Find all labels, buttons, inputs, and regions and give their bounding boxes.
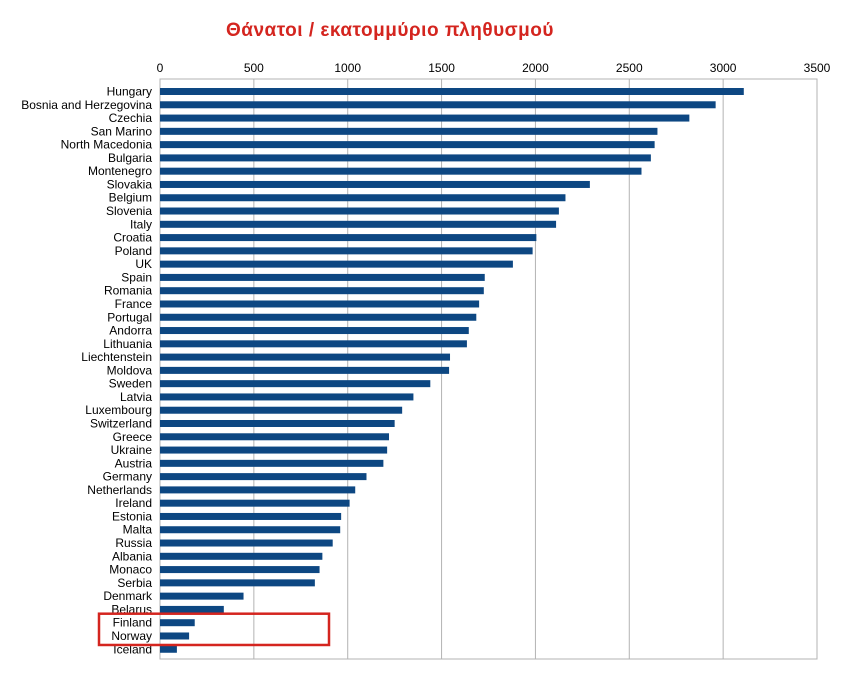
bar [160,127,658,135]
category-label: Czechia [109,111,153,125]
bar [160,180,590,188]
bar [160,300,480,308]
category-label: Bosnia and Herzegovina [21,98,152,112]
category-label: Luxembourg [85,403,152,417]
bar [160,473,367,481]
category-label: Slovakia [107,177,153,191]
x-tick-label: 500 [244,61,264,75]
bar [160,433,390,441]
category-label: Italy [130,217,152,231]
bar [160,459,384,467]
category-label: Austria [115,456,153,470]
highlight-box-layer [97,612,331,647]
bar [160,380,431,388]
bar [160,114,690,122]
category-label: Croatia [113,231,152,245]
category-label: Germany [103,470,152,484]
category-label: Spain [121,270,152,284]
x-tick-label: 0 [157,61,164,75]
bar [160,247,533,255]
bar [160,499,350,507]
category-label: Andorra [109,324,152,338]
highlight-box [97,612,331,647]
category-label: Switzerland [90,417,152,431]
category-label: Netherlands [87,483,152,497]
bar [160,446,388,454]
x-tick-label: 2000 [522,61,549,75]
bar [160,552,323,560]
bar [160,406,403,414]
bar [160,605,224,613]
category-label: Portugal [107,310,152,324]
bar [160,167,642,175]
bars [160,88,744,653]
bar [160,340,467,348]
x-tick-label: 1500 [428,61,455,75]
category-label: Romania [104,284,152,298]
category-label: Belgium [109,191,152,205]
bar [160,287,484,295]
category-label: Hungary [107,85,152,99]
bar [160,486,356,494]
x-tick-label: 3500 [804,61,831,75]
category-label: Russia [115,536,152,550]
bar [160,313,477,321]
bar [160,101,716,109]
category-label: Liechtenstein [81,350,152,364]
category-label: North Macedonia [61,138,153,152]
x-tick-label: 3000 [710,61,737,75]
category-label: Norway [111,629,152,643]
bar [160,273,485,281]
bar [160,353,451,361]
bar [160,393,414,401]
bar [160,154,651,162]
bar [160,88,744,95]
bar [160,539,333,547]
category-label: France [115,297,153,311]
bar [160,194,566,202]
bar [160,420,395,427]
category-label: Ireland [115,496,152,510]
x-tick-label: 2500 [616,61,643,75]
category-label: Serbia [117,576,152,590]
category-label: Greece [113,430,153,444]
bar [160,141,655,149]
category-label: Albania [112,549,152,563]
bar [160,366,450,374]
category-label: San Marino [91,124,153,138]
x-axis-ticks: 0 500 1000 1500 2000 2500 3000 3500 [157,61,831,75]
category-label: Bulgaria [108,151,152,165]
bar [160,327,469,335]
category-label: Slovenia [106,204,152,218]
bar [160,526,341,534]
category-label: Malta [123,523,153,537]
chart-title: Θάνατοι / εκατομμύριο πληθυσμού [226,20,554,41]
category-label: Poland [115,244,152,258]
category-label: Montenegro [88,164,152,178]
bar [160,579,315,587]
category-label: UK [135,257,152,271]
bar [160,619,195,627]
category-label: Ukraine [111,443,153,457]
category-label: Lithuania [103,337,152,351]
category-label: Sweden [109,377,152,391]
bar [160,566,320,574]
category-label: Monaco [109,563,152,577]
category-label: Latvia [120,390,152,404]
bar [160,512,342,520]
category-label: Denmark [103,589,153,603]
category-label: Moldova [107,363,153,377]
bar [160,260,513,268]
category-label: Estonia [112,509,152,523]
bar [160,220,557,228]
bar [160,632,190,640]
x-tick-label: 1000 [334,61,361,75]
bar [160,234,537,242]
bar [160,207,559,215]
bar [160,645,177,653]
category-label: Finland [113,616,152,630]
bar [160,592,244,600]
